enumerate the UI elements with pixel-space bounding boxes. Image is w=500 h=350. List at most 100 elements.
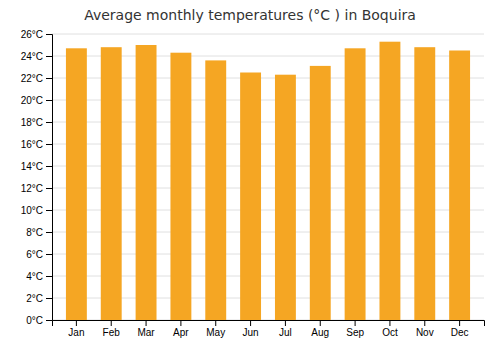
x-tick-mark	[180, 320, 181, 326]
y-tick-label: 18°C	[21, 117, 43, 128]
y-tick-label: 8°C	[26, 227, 43, 238]
y-tick-mark	[46, 56, 52, 57]
y-axis: 0°C 2°C 4°C 6°C 8°C 10°C 12°C 14°C 16°C 18°C 20°C 2…	[21, 29, 53, 326]
x-tick-mark	[320, 320, 321, 326]
y-tick: 4°C	[26, 271, 52, 282]
bar	[240, 73, 261, 321]
y-tick-label: 12°C	[21, 183, 43, 194]
x-axis-line	[53, 321, 485, 327]
x-tick: Jul	[279, 320, 292, 338]
x-tick-label: Jan	[68, 327, 84, 338]
bars	[66, 42, 470, 320]
x-tick: Aug	[311, 320, 329, 338]
x-tick-mark	[424, 320, 425, 326]
x-tick-mark	[285, 320, 286, 326]
plot: Jan Feb Mar Apr May Jun Jul Aug Sep Oct Nov Dec 0°C 2…	[21, 29, 485, 338]
grid	[52, 34, 484, 320]
y-tick-label: 4°C	[26, 271, 43, 282]
bar	[136, 45, 157, 320]
x-tick-label: Jul	[279, 327, 292, 338]
bar	[414, 47, 435, 320]
y-tick-label: 20°C	[21, 95, 43, 106]
y-tick-mark	[46, 122, 52, 123]
y-tick: 20°C	[21, 95, 52, 106]
x-tick-mark	[459, 320, 460, 326]
y-tick: 2°C	[26, 293, 52, 304]
y-axis-line	[46, 35, 53, 321]
y-tick-mark	[46, 254, 52, 255]
y-tick-mark	[46, 320, 52, 321]
x-tick-mark	[111, 320, 112, 326]
grid-line	[52, 34, 484, 35]
y-tick: 26°C	[21, 29, 52, 40]
y-tick: 14°C	[21, 161, 52, 172]
x-tick: Mar	[137, 320, 155, 338]
chart: Average monthly temperatures (°C ) in Bo…	[0, 0, 500, 350]
y-tick-label: 16°C	[21, 139, 43, 150]
bar	[449, 51, 470, 321]
x-tick: Jan	[68, 320, 84, 338]
y-tick: 12°C	[21, 183, 52, 194]
x-tick-mark	[389, 320, 390, 326]
bar	[345, 48, 366, 320]
y-tick-mark	[46, 298, 52, 299]
y-tick-mark	[46, 188, 52, 189]
y-tick-mark	[46, 210, 52, 211]
y-tick-mark	[46, 232, 52, 233]
bar	[205, 60, 226, 320]
x-tick: Sep	[346, 320, 364, 338]
y-tick-mark	[46, 166, 52, 167]
y-tick: 10°C	[21, 205, 52, 216]
x-tick: Feb	[103, 320, 121, 338]
x-tick: Apr	[173, 320, 189, 338]
x-tick-label: Aug	[311, 327, 329, 338]
x-tick-label: Nov	[416, 327, 434, 338]
x-axis: Jan Feb Mar Apr May Jun Jul Aug Sep Oct Nov Dec	[53, 320, 485, 338]
x-tick-label: Oct	[382, 327, 398, 338]
x-tick-mark	[250, 320, 251, 326]
y-tick: 6°C	[26, 249, 52, 260]
y-tick-label: 0°C	[26, 315, 43, 326]
y-tick: 16°C	[21, 139, 52, 150]
bar	[310, 66, 331, 320]
y-tick-label: 6°C	[26, 249, 43, 260]
y-tick-label: 10°C	[21, 205, 43, 216]
y-tick-label: 2°C	[26, 293, 43, 304]
y-tick-label: 24°C	[21, 51, 43, 62]
y-tick-mark	[46, 144, 52, 145]
y-tick-label: 22°C	[21, 73, 43, 84]
x-tick-mark	[76, 320, 77, 326]
y-tick-mark	[46, 276, 52, 277]
title: Average monthly temperatures (°C ) in Bo…	[84, 7, 416, 23]
y-tick-mark	[46, 34, 52, 35]
y-tick: 22°C	[21, 73, 52, 84]
y-tick: 24°C	[21, 51, 52, 62]
x-tick-label: Sep	[346, 327, 364, 338]
x-tick-mark	[146, 320, 147, 326]
x-tick-label: May	[206, 327, 225, 338]
x-tick-label: Apr	[173, 327, 189, 338]
bar	[379, 42, 400, 320]
x-tick-label: Dec	[451, 327, 469, 338]
x-tick-label: Jun	[243, 327, 259, 338]
x-tick: Dec	[451, 320, 469, 338]
x-tick-mark	[355, 320, 356, 326]
x-tick-label: Feb	[103, 327, 121, 338]
bar	[66, 48, 87, 320]
y-tick-label: 14°C	[21, 161, 43, 172]
bar	[101, 47, 122, 320]
y-tick: 18°C	[21, 117, 52, 128]
x-tick: Jun	[243, 320, 259, 338]
bar	[275, 75, 296, 320]
y-tick-mark	[46, 100, 52, 101]
x-tick: May	[206, 320, 225, 338]
y-tick: 8°C	[26, 227, 52, 238]
bar	[170, 53, 191, 320]
y-tick-mark	[46, 78, 52, 79]
x-tick: Nov	[416, 320, 434, 338]
x-tick-mark	[215, 320, 216, 326]
x-tick: Oct	[382, 320, 398, 338]
y-tick: 0°C	[26, 315, 52, 326]
y-tick-label: 26°C	[21, 29, 43, 40]
x-tick-label: Mar	[137, 327, 155, 338]
